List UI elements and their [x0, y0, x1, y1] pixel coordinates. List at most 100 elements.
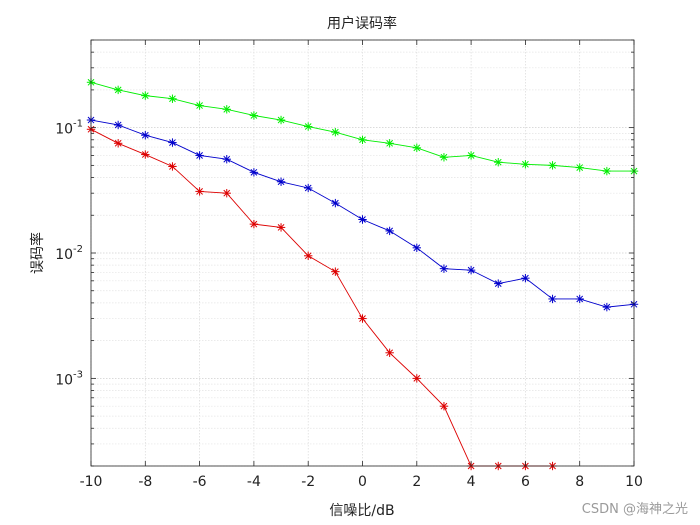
- series-2-point: [602, 302, 612, 312]
- series-3-point: [412, 374, 421, 383]
- x-tick-label: 6: [521, 474, 530, 490]
- series-3-point: [331, 267, 340, 276]
- marker-stroke: [440, 265, 448, 273]
- marker-stroke: [250, 112, 258, 119]
- series-1-point: [222, 105, 231, 114]
- y-tick-label: 10-3: [55, 369, 83, 388]
- marker-stroke: [576, 164, 584, 171]
- series-3-point: [113, 139, 123, 148]
- marker-stroke: [440, 402, 448, 410]
- marker-stroke: [331, 268, 339, 276]
- marker-stroke: [304, 184, 312, 192]
- marker-stroke: [386, 227, 394, 235]
- series-1-point: [113, 85, 123, 95]
- series-3-point: [195, 187, 204, 196]
- series-3-point: [304, 251, 313, 260]
- marker-stroke: [494, 158, 502, 166]
- series-3-point: [141, 150, 150, 159]
- marker-stroke: [277, 116, 285, 124]
- series-2-point: [412, 243, 421, 253]
- x-axis-label: 信噪比/dB: [329, 503, 394, 519]
- series-1-point: [249, 111, 259, 120]
- marker-stroke: [169, 139, 176, 146]
- x-tick-label: 10: [625, 474, 643, 490]
- series-2-point: [249, 168, 259, 177]
- series-2-point: [113, 120, 123, 130]
- marker-stroke: [304, 123, 312, 130]
- marker-stroke: [141, 131, 149, 139]
- marker-stroke: [223, 105, 231, 113]
- series-1-point: [466, 151, 476, 160]
- marker-stroke: [196, 102, 203, 109]
- marker-stroke: [494, 280, 502, 287]
- series-3-point: [439, 401, 449, 411]
- marker-stroke: [250, 220, 258, 228]
- marker-stroke: [576, 295, 584, 303]
- y-axis-label: 误码率: [29, 232, 46, 274]
- series-2-point: [276, 177, 286, 186]
- marker-stroke: [331, 128, 339, 136]
- x-tick-label: -4: [247, 474, 261, 490]
- marker-stroke: [359, 136, 366, 144]
- series-3-point: [249, 219, 259, 229]
- marker-stroke: [440, 153, 448, 161]
- series-2-point: [548, 294, 557, 304]
- x-tick-label: -2: [301, 474, 315, 490]
- marker-stroke: [386, 349, 394, 357]
- marker-stroke: [223, 155, 231, 163]
- marker-stroke: [114, 121, 122, 129]
- series-2-point: [222, 154, 231, 164]
- series-1-point: [304, 122, 313, 131]
- series-1-point: [195, 101, 204, 110]
- series-1-point: [439, 153, 449, 162]
- marker-stroke: [114, 86, 122, 94]
- series-2-point: [466, 265, 476, 275]
- marker-stroke: [141, 151, 149, 158]
- series-2-point: [195, 151, 204, 160]
- marker-stroke: [196, 152, 203, 159]
- marker-stroke: [467, 266, 475, 274]
- marker-stroke: [141, 92, 149, 100]
- series-1-point: [602, 166, 612, 176]
- marker-stroke: [277, 224, 285, 231]
- series-2-point: [439, 264, 449, 273]
- x-tick-label: -10: [80, 474, 103, 490]
- x-tick-label: -8: [138, 474, 152, 490]
- series-1-point: [575, 163, 584, 172]
- x-tick-label: 2: [412, 474, 421, 490]
- series-1-point: [385, 139, 394, 148]
- axis-ticks: -10 -8 -6 -4 -2 0 2 4 6 8 10 10-1 10-2 10-3: [55, 39, 643, 490]
- series-2-point: [575, 294, 584, 304]
- marker-stroke: [169, 95, 176, 103]
- series-1-point: [412, 143, 421, 153]
- series-2-point: [494, 279, 503, 288]
- marker-stroke: [196, 188, 203, 195]
- series-1-point: [358, 135, 367, 144]
- marker-stroke: [603, 167, 611, 175]
- marker-stroke: [114, 139, 122, 147]
- marker-stroke: [277, 178, 285, 186]
- y-tick-label: 10-1: [55, 119, 83, 138]
- marker-stroke: [413, 144, 421, 152]
- series-1-point: [276, 115, 286, 125]
- series-1-point: [494, 157, 503, 167]
- marker-stroke: [549, 295, 556, 303]
- marker-stroke: [413, 374, 421, 382]
- marker-stroke: [522, 274, 529, 282]
- series-3-point: [168, 162, 177, 171]
- marker-stroke: [603, 303, 611, 311]
- marker-stroke: [386, 139, 394, 147]
- series-3-point: [222, 188, 231, 198]
- series-1-point: [331, 127, 340, 137]
- series-3-point: [276, 223, 286, 232]
- chart-title: 用户误码率: [327, 15, 397, 32]
- marker-stroke: [169, 163, 176, 170]
- series-2-point: [521, 273, 530, 283]
- series-2-point: [168, 138, 177, 147]
- marker-stroke: [223, 189, 231, 197]
- x-tick-label: 8: [575, 474, 584, 490]
- marker-stroke: [359, 216, 366, 223]
- marker-stroke: [413, 244, 421, 252]
- series-2-point: [331, 198, 340, 208]
